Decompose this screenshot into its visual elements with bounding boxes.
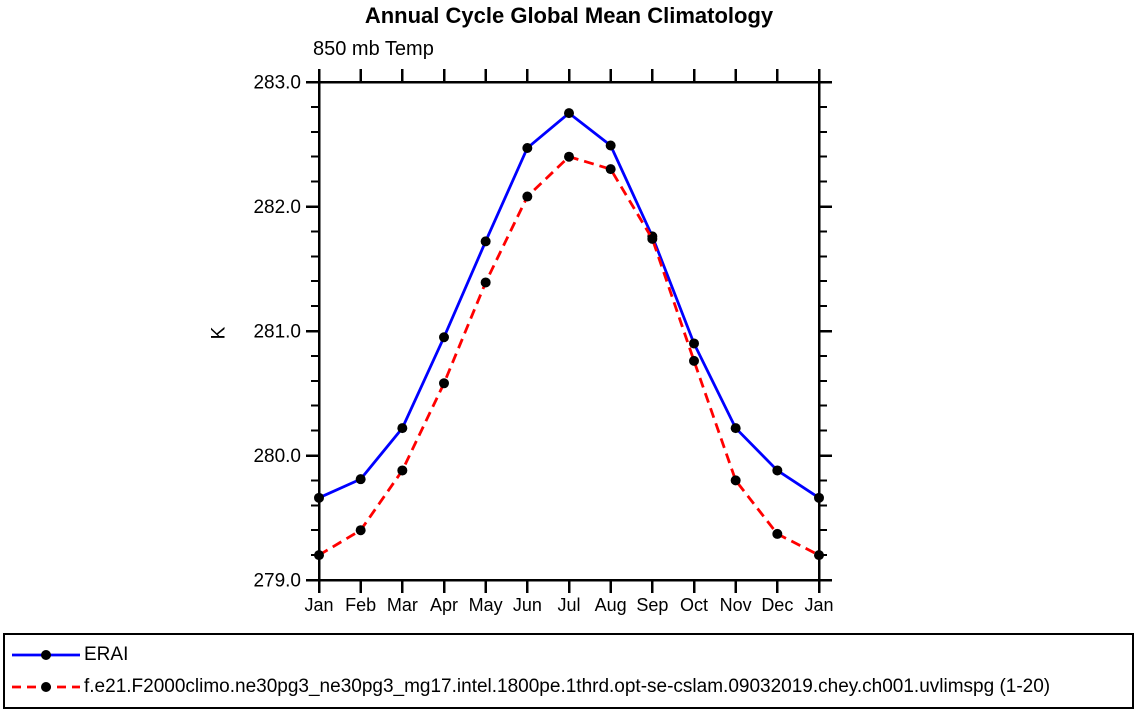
- x-tick-label: Dec: [761, 595, 793, 615]
- legend-row-model: f.e21.F2000climo.ne30pg3_ne30pg3_mg17.in…: [11, 671, 1132, 703]
- series-erai: [314, 108, 824, 503]
- y-minor-ticks: [311, 105, 827, 557]
- data-point-marker: [647, 233, 658, 244]
- chart-subtitle: 850 mb Temp: [313, 38, 434, 60]
- y-tick-label: 282.0: [253, 197, 301, 218]
- y-tick-label: 283.0: [253, 73, 301, 94]
- y-tick-label: 281.0: [253, 322, 301, 343]
- data-point-marker: [522, 191, 533, 202]
- chart-title: Annual Cycle Global Mean Climatology: [364, 3, 774, 28]
- data-point-marker: [772, 465, 783, 476]
- x-tick-label: Oct: [680, 595, 708, 615]
- legend-label-erai: ERAI: [84, 644, 129, 665]
- series-line: [318, 111, 820, 500]
- series-line: [318, 155, 820, 557]
- erai-line-sample-icon: [12, 650, 80, 660]
- x-tick-label: Apr: [430, 595, 458, 615]
- x-tick-label: Sep: [636, 595, 668, 615]
- axes: [306, 69, 832, 593]
- data-point-marker: [605, 164, 616, 175]
- data-point-marker: [564, 151, 574, 162]
- data-point-marker: [397, 423, 408, 434]
- data-point-marker: [772, 528, 783, 539]
- x-tick-label: Jan: [804, 595, 833, 615]
- data-point-marker: [314, 492, 324, 503]
- x-tick-label: May: [469, 595, 503, 615]
- data-point-marker: [564, 108, 574, 119]
- x-tick-label: Feb: [345, 595, 376, 615]
- data-point-marker: [439, 378, 449, 389]
- data-point-marker: [689, 338, 699, 349]
- data-point-marker: [397, 465, 408, 476]
- data-point-marker: [439, 332, 449, 343]
- legend-label-model: f.e21.F2000climo.ne30pg3_ne30pg3_mg17.in…: [84, 676, 1051, 697]
- data-point-marker: [814, 550, 824, 561]
- x-tick-label: Jan: [304, 595, 333, 615]
- data-point-marker: [480, 277, 491, 288]
- data-point-marker: [355, 474, 366, 485]
- y-tick-label: 280.0: [253, 446, 301, 467]
- x-tick-label: Aug: [595, 595, 627, 615]
- data-point-marker: [480, 236, 491, 247]
- data-point-marker: [314, 550, 324, 561]
- data-point-marker: [814, 492, 824, 503]
- legend-box: ERAI f.e21.F2000climo.ne30pg3_ne30pg3_mg…: [3, 633, 1134, 709]
- x-tick-label: Jul: [557, 595, 580, 615]
- data-point-marker: [605, 140, 616, 151]
- data-point-marker: [689, 355, 699, 366]
- data-point-marker: [730, 475, 741, 486]
- series-model: [314, 151, 824, 561]
- data-point-marker: [355, 525, 366, 536]
- x-tick-label: Mar: [387, 595, 418, 615]
- legend-row-erai: ERAI: [11, 639, 1132, 671]
- data-point-marker: [522, 142, 533, 153]
- data-point-marker: [730, 423, 741, 434]
- x-tick-label: Jun: [513, 595, 542, 615]
- x-tick-label: Nov: [720, 595, 752, 615]
- model-line-sample-icon: [12, 682, 80, 692]
- y-tick-label: 279.0: [253, 571, 301, 592]
